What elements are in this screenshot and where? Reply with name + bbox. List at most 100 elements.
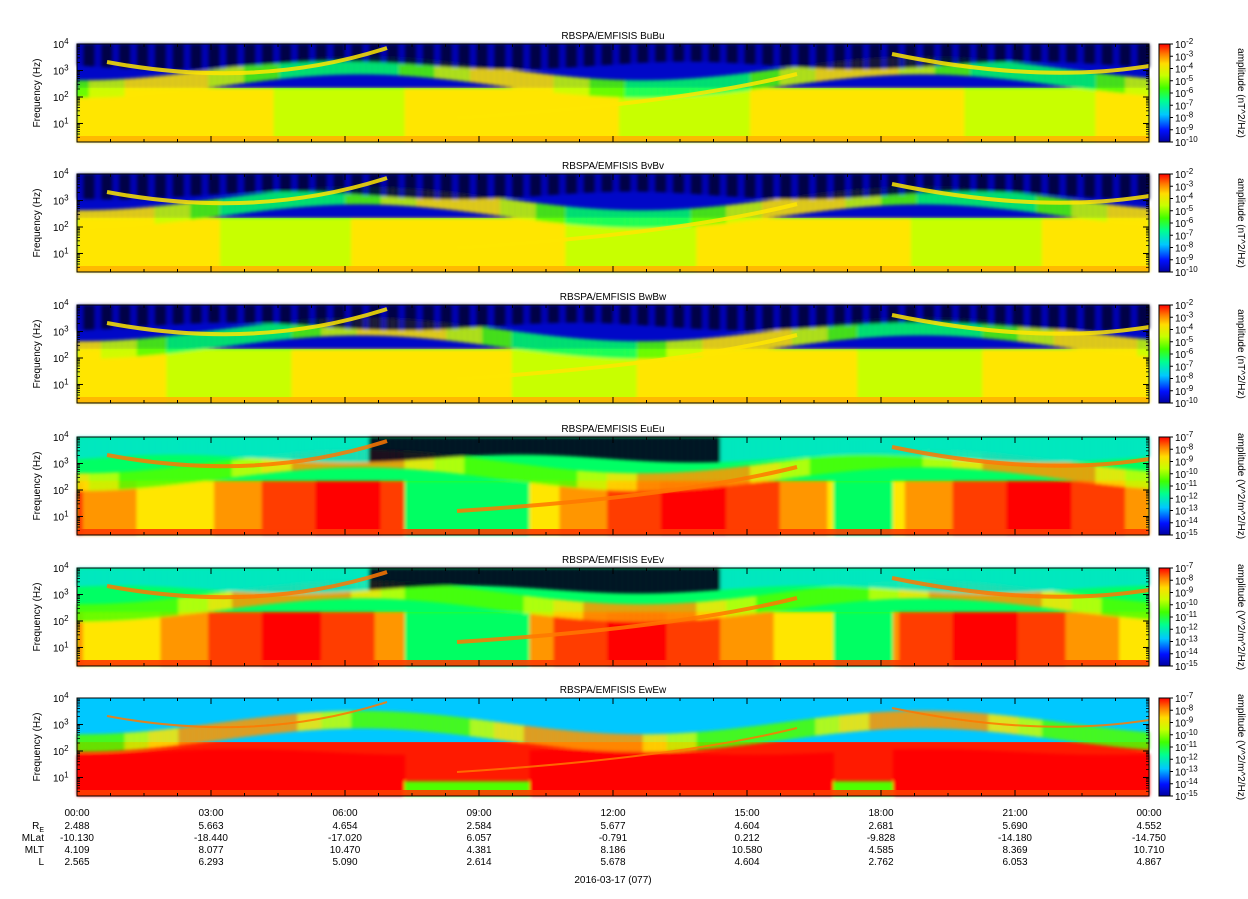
freq-strip <box>946 749 954 796</box>
freq-strip <box>350 481 358 535</box>
freq-strip <box>529 72 537 91</box>
freq-strip <box>910 481 918 535</box>
freq-strip <box>499 437 507 455</box>
freq-strip <box>898 481 906 535</box>
freq-strip <box>1143 218 1150 272</box>
freq-strip <box>607 749 614 796</box>
freq-strip <box>946 481 954 535</box>
freq-strip <box>434 481 441 535</box>
freq-strip <box>863 481 870 535</box>
freq-strip <box>380 481 388 535</box>
freq-strip <box>1059 88 1067 142</box>
freq-strip <box>386 57 394 75</box>
freq-strip <box>362 218 370 272</box>
freq-strip <box>904 710 912 729</box>
freq-strip <box>696 601 703 620</box>
freq-strip <box>291 568 298 594</box>
freq-strip <box>827 349 834 403</box>
freq-strip <box>410 218 418 272</box>
freq-strip <box>613 88 620 142</box>
freq-strip <box>1035 44 1043 62</box>
freq-strip <box>493 460 501 479</box>
freq-strip <box>172 598 179 616</box>
freq-strip <box>428 190 435 208</box>
freq-strip <box>708 76 715 95</box>
freq-strip <box>499 198 507 217</box>
freq-strip <box>851 320 858 339</box>
freq-strip <box>1029 718 1037 737</box>
freq-strip <box>374 710 382 729</box>
freq-strip <box>559 468 566 487</box>
colorbar-tick-label: 10-10 <box>1175 467 1198 481</box>
freq-strip <box>398 305 406 331</box>
freq-strip <box>869 451 876 470</box>
freq-strip <box>1071 70 1079 88</box>
freq-strip <box>529 481 537 535</box>
freq-strip <box>565 206 572 225</box>
freq-strip <box>243 612 251 666</box>
freq-strip <box>452 437 459 458</box>
freq-strip <box>714 337 721 355</box>
freq-strip <box>881 481 888 535</box>
freq-strip <box>160 75 167 94</box>
freq-strip <box>607 481 614 535</box>
freq-strip <box>630 750 638 796</box>
freq-strip <box>738 334 745 353</box>
freq-strip <box>148 730 156 749</box>
freq-strip <box>535 203 543 221</box>
freq-strip <box>452 44 459 68</box>
freq-strip <box>142 174 150 199</box>
freq-strip <box>541 437 549 456</box>
freq-strip <box>493 568 501 587</box>
freq-strip <box>1053 67 1061 86</box>
freq-strip <box>976 349 983 403</box>
freq-strip <box>130 208 138 226</box>
freq-strip <box>1095 568 1102 588</box>
freq-strip <box>618 349 626 403</box>
freq-strip <box>845 44 852 70</box>
freq-strip <box>184 465 191 484</box>
freq-strip <box>94 473 102 491</box>
freq-strip <box>1006 568 1013 594</box>
freq-strip <box>755 754 763 796</box>
freq-strip <box>452 62 459 81</box>
freq-strip <box>738 218 745 272</box>
y-tick-label: 103 <box>53 587 69 601</box>
freq-strip <box>368 56 376 75</box>
freq-strip <box>696 470 703 489</box>
freq-strip <box>172 305 179 325</box>
freq-strip <box>1029 174 1037 194</box>
freq-strip <box>464 718 471 736</box>
freq-strip <box>732 754 739 796</box>
freq-strip <box>541 349 549 403</box>
freq-strip <box>553 568 560 590</box>
freq-strip <box>767 218 775 272</box>
freq-strip <box>607 340 614 359</box>
freq-strip <box>988 44 995 63</box>
freq-strip <box>416 568 424 587</box>
freq-strip <box>231 612 239 666</box>
freq-strip <box>988 174 995 192</box>
freq-strip <box>988 349 995 403</box>
freq-strip <box>196 464 203 482</box>
freq-strip <box>708 218 715 272</box>
freq-strip <box>738 727 745 746</box>
freq-strip <box>321 305 328 328</box>
freq-strip <box>1012 349 1019 403</box>
freq-strip <box>273 305 281 324</box>
freq-strip <box>690 732 697 750</box>
freq-strip <box>487 568 495 587</box>
freq-strip <box>803 568 811 586</box>
freq-strip <box>857 481 864 535</box>
freq-strip <box>398 581 406 600</box>
freq-strip <box>839 44 846 70</box>
freq-strip <box>881 88 888 142</box>
freq-strip <box>863 612 870 666</box>
freq-strip <box>487 174 495 199</box>
freq-strip <box>196 201 203 219</box>
freq-strip <box>1131 305 1138 330</box>
freq-strip <box>928 612 936 666</box>
freq-strip <box>618 44 626 64</box>
freq-strip <box>273 349 281 403</box>
freq-strip <box>916 568 924 592</box>
